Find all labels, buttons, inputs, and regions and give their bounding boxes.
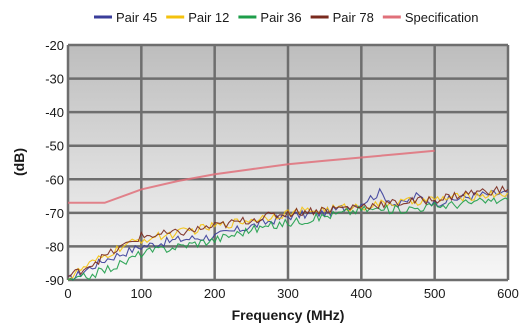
- x-axis-title: Frequency (MHz): [232, 307, 345, 323]
- grid: [66, 43, 510, 282]
- legend-label: Pair 45: [116, 10, 157, 25]
- series-line-pair-78: [68, 185, 509, 277]
- x-tick-label: 600: [497, 286, 519, 301]
- y-tick-label: -30: [45, 72, 64, 87]
- legend-label: Specification: [405, 10, 479, 25]
- series-line-specification: [68, 149, 435, 204]
- y-tick-label: -60: [45, 172, 64, 187]
- series-line-pair-36: [67, 197, 509, 281]
- series-line-pair-45: [67, 187, 509, 281]
- y-tick-label: -80: [45, 239, 64, 254]
- legend-label: Pair 12: [188, 10, 229, 25]
- series-lines: [67, 149, 509, 281]
- x-tick-label: 200: [204, 286, 226, 301]
- y-tick-label: -70: [45, 206, 64, 221]
- x-axis-ticks: 0 100 200 300 400 500 600: [64, 286, 518, 301]
- y-tick-label: -90: [45, 273, 64, 288]
- legend-label: Pair 36: [260, 10, 301, 25]
- legend-label: Pair 78: [333, 10, 374, 25]
- x-tick-label: 300: [277, 286, 299, 301]
- y-tick-label: -40: [45, 105, 64, 120]
- legend: Pair 45 Pair 12 Pair 36 Pair 78 Specificatio…: [94, 10, 479, 25]
- x-tick-label: 0: [64, 286, 71, 301]
- x-tick-label: 400: [350, 286, 372, 301]
- y-tick-label: -50: [45, 139, 64, 154]
- y-tick-label: -20: [45, 38, 64, 53]
- y-axis-ticks: -20 -30 -40 -50 -60 -70 -80 -90: [45, 38, 64, 288]
- y-axis-title: (dB): [11, 148, 27, 176]
- x-tick-label: 500: [424, 286, 446, 301]
- x-tick-label: 100: [130, 286, 152, 301]
